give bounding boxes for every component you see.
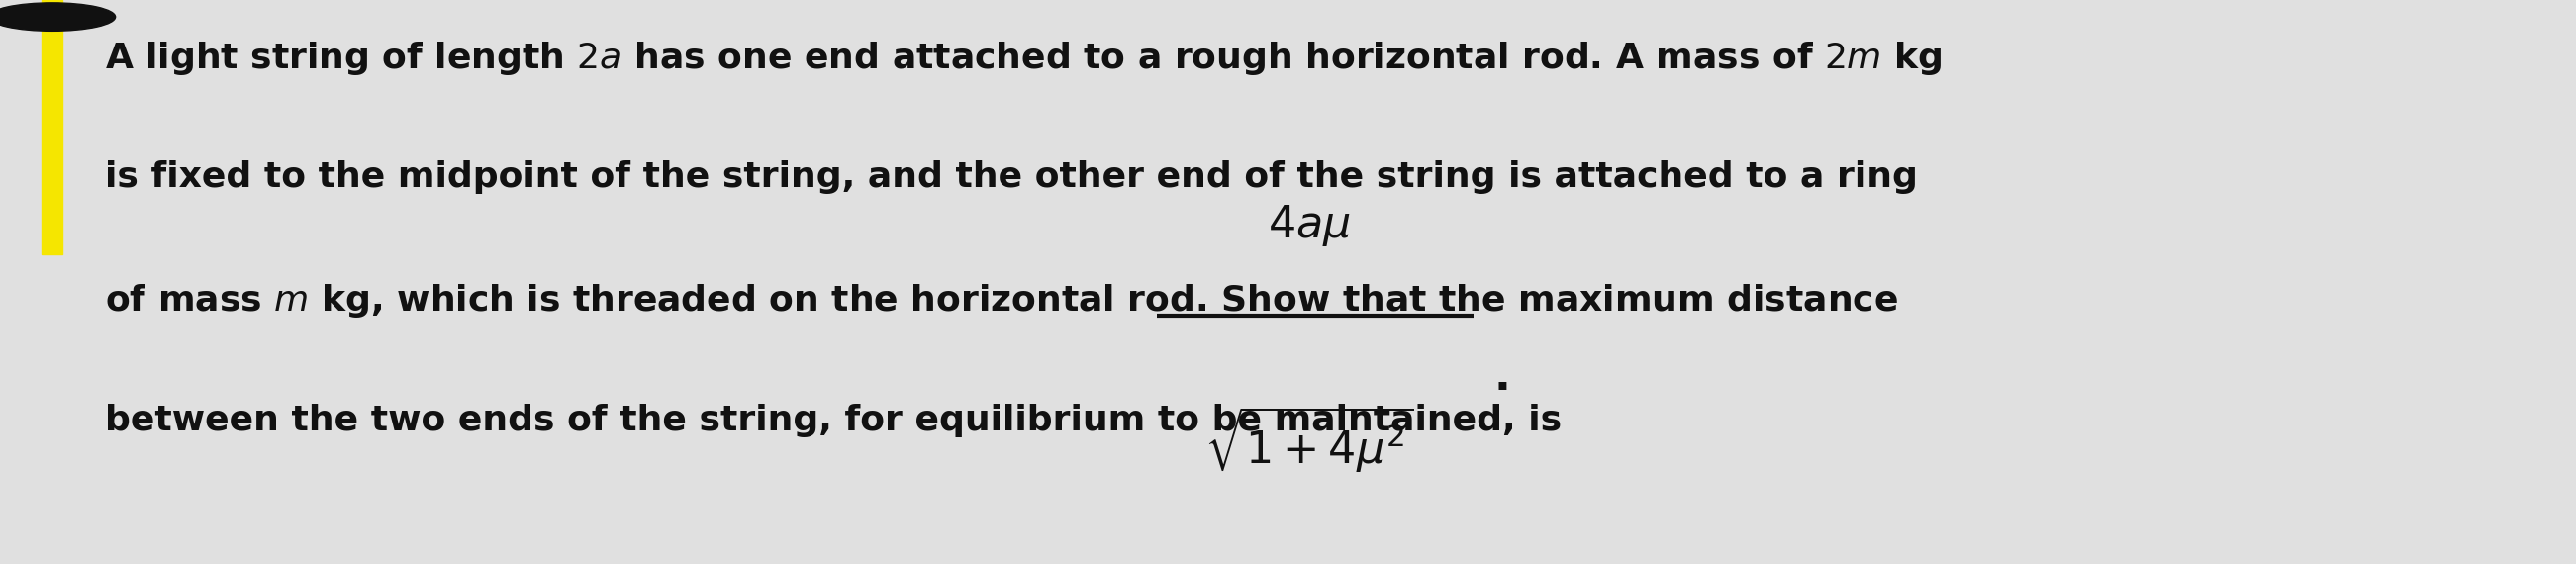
Text: between the two ends of the string, for equilibrium to be maintained, is: between the two ends of the string, for … <box>106 403 1561 437</box>
Text: A light string of length $2a$ has one end attached to a rough horizontal rod. A : A light string of length $2a$ has one en… <box>106 39 1942 77</box>
Text: .: . <box>1494 356 1510 399</box>
Bar <box>41 0 62 254</box>
Circle shape <box>0 3 116 31</box>
Text: $\sqrt{1+4\mu^2}$: $\sqrt{1+4\mu^2}$ <box>1203 406 1414 474</box>
Text: of mass $m$ kg, which is threaded on the horizontal rod. Show that the maximum d: of mass $m$ kg, which is threaded on the… <box>106 282 1899 320</box>
Text: is fixed to the midpoint of the string, and the other end of the string is attac: is fixed to the midpoint of the string, … <box>106 161 1919 195</box>
Text: $4a\mu$: $4a\mu$ <box>1267 203 1350 248</box>
